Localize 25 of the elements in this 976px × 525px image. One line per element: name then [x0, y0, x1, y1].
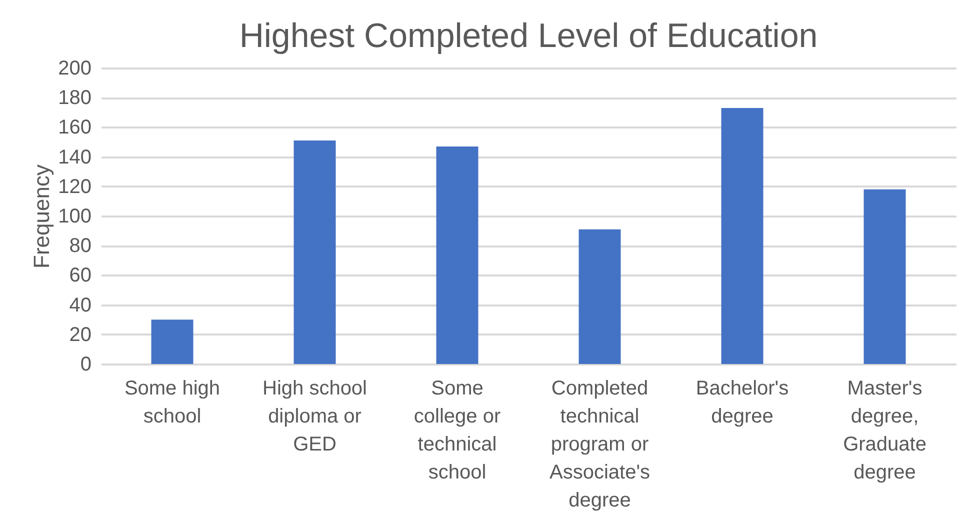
y-tick-label: 0	[80, 354, 92, 376]
x-tick-label: Completed technical program or Associate's degree	[549, 378, 650, 512]
x-tick-label: Bachelor's degree	[696, 378, 789, 428]
bar	[578, 229, 621, 364]
y-tick-label: 100	[58, 206, 92, 228]
y-tick-label: 20	[69, 324, 92, 346]
y-tick-label: 120	[58, 176, 92, 198]
bar	[864, 189, 906, 364]
y-tick-label: 40	[69, 294, 92, 316]
x-tick-label: Some college or technical school	[414, 378, 501, 484]
y-axis-title: Frequency	[29, 164, 54, 268]
x-tick-label: High school diploma or GED	[262, 378, 368, 456]
y-tick-label: 60	[69, 264, 92, 287]
y-tick-label: 160	[58, 116, 92, 139]
bar	[436, 146, 478, 364]
bar	[151, 320, 194, 364]
y-tick-label: 80	[69, 235, 92, 258]
x-tick-label: Some high school	[124, 378, 220, 428]
x-tick-label: Master's degree, Graduate degree	[843, 378, 926, 484]
bar	[294, 140, 336, 364]
bar	[721, 108, 764, 364]
y-tick-label: 180	[58, 87, 92, 110]
y-tick-label: 140	[58, 146, 92, 168]
chart-title: Highest Completed Level of Education	[239, 17, 818, 55]
y-tick-label: 200	[58, 58, 92, 80]
